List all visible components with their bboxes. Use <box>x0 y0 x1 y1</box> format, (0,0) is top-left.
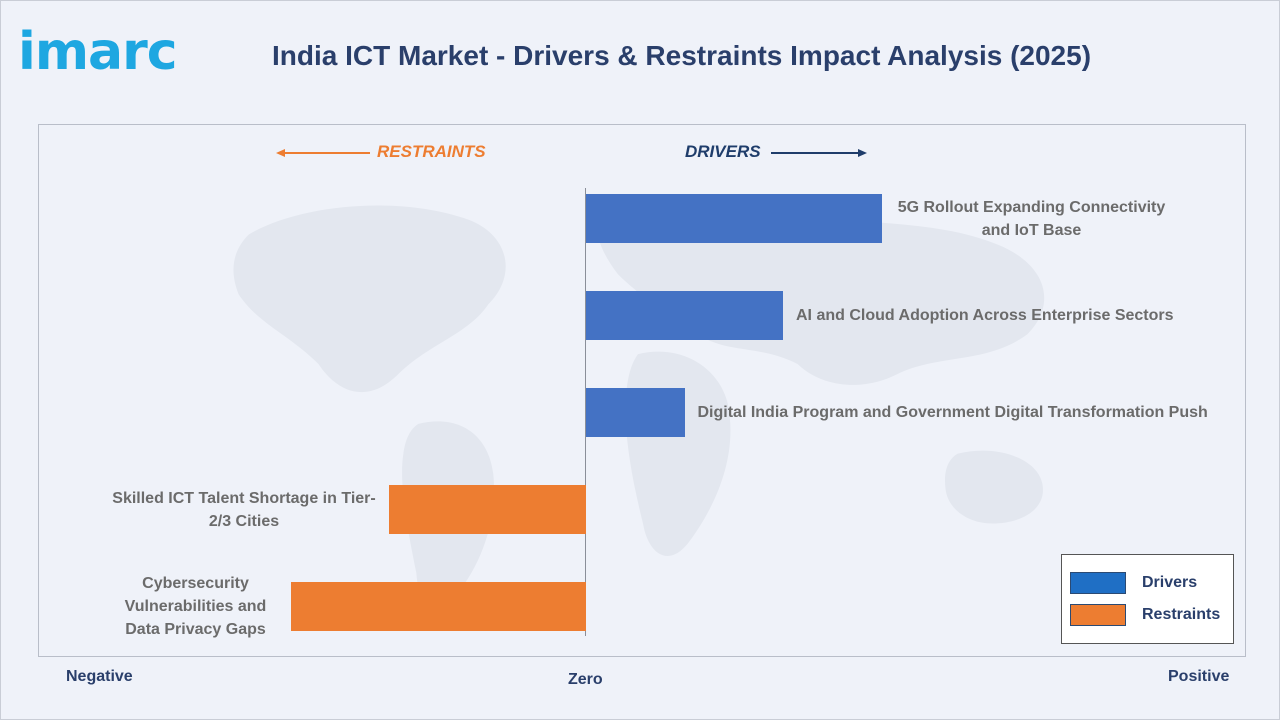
legend-item-restraints: Restraints <box>1070 603 1220 627</box>
restraint-bar <box>389 485 586 534</box>
driver-bar <box>586 291 783 340</box>
chart-title: India ICT Market - Drivers & Restraints … <box>272 40 1092 71</box>
bar-label: AI and Cloud Adoption Across Enterprise … <box>796 307 1174 324</box>
legend-swatch-restraints <box>1070 604 1126 626</box>
logo-text: imarc <box>18 22 178 82</box>
driver-bar <box>586 388 685 437</box>
drivers-arrow-icon <box>771 149 867 157</box>
legend-label-drivers: Drivers <box>1142 574 1198 591</box>
legend-swatch-drivers <box>1070 572 1126 594</box>
axis-zero-label: Zero <box>568 671 603 688</box>
restraints-arrow-icon <box>276 149 370 157</box>
bar-label: Cybersecurity Vulnerabilities and Data Pri… <box>124 575 267 638</box>
restraints-direction-label: RESTRAINTS <box>377 142 486 161</box>
driver-bar <box>586 194 882 243</box>
axis-positive-label: Positive <box>1168 668 1230 685</box>
legend: Drivers Restraints <box>1061 554 1234 644</box>
zero-axis-line <box>585 188 586 636</box>
bar-label: 5G Rollout Expanding Connectivity and IoT… <box>897 198 1166 239</box>
axis-negative-label: Negative <box>66 668 133 685</box>
drivers-direction-label: DRIVERS <box>685 142 761 161</box>
restraint-bar <box>290 582 586 631</box>
bar-label: Skilled ICT Talent Shortage in Tier- 2/3 … <box>112 489 376 530</box>
legend-item-drivers: Drivers <box>1070 571 1197 595</box>
bar-label: Digital India Program and Government Dig… <box>697 404 1208 421</box>
legend-label-restraints: Restraints <box>1142 606 1221 623</box>
imarc-logo: imarc <box>18 22 178 82</box>
